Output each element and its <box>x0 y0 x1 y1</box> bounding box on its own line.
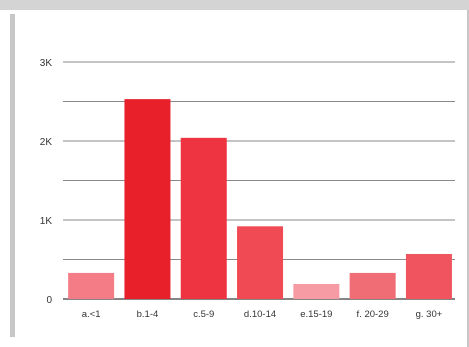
y-tick-label: 0 <box>46 295 52 306</box>
bar[interactable] <box>124 99 171 299</box>
left-accent-bar <box>10 14 15 337</box>
right-edge-bar <box>467 10 469 347</box>
x-tick-label: f. 20-29 <box>357 309 389 320</box>
y-tick-label: 3K <box>40 58 53 69</box>
bars <box>68 99 452 299</box>
bar[interactable] <box>180 137 227 299</box>
bar[interactable] <box>68 272 115 299</box>
x-tick-label: e.15-19 <box>300 309 332 320</box>
x-axis-ticks: a.<1 b.1-4 c.5-9 d.10-14 e.15-19 f. 20-29 g. 3… <box>82 309 443 320</box>
x-tick-label: b.1-4 <box>137 309 159 320</box>
y-tick-label: 2K <box>40 137 53 148</box>
x-tick-label: c.5-9 <box>193 309 214 320</box>
x-tick-label: g. 30+ <box>416 309 443 320</box>
bar[interactable] <box>349 272 396 299</box>
bar[interactable] <box>405 253 452 299</box>
x-tick-label: d.10-14 <box>244 309 276 320</box>
bar[interactable] <box>237 226 284 299</box>
y-tick-label: 1K <box>40 216 53 227</box>
x-tick-label: a.<1 <box>82 309 101 320</box>
y-axis-ticks: 0 1K 2K 3K <box>40 58 53 306</box>
bar[interactable] <box>293 283 340 299</box>
